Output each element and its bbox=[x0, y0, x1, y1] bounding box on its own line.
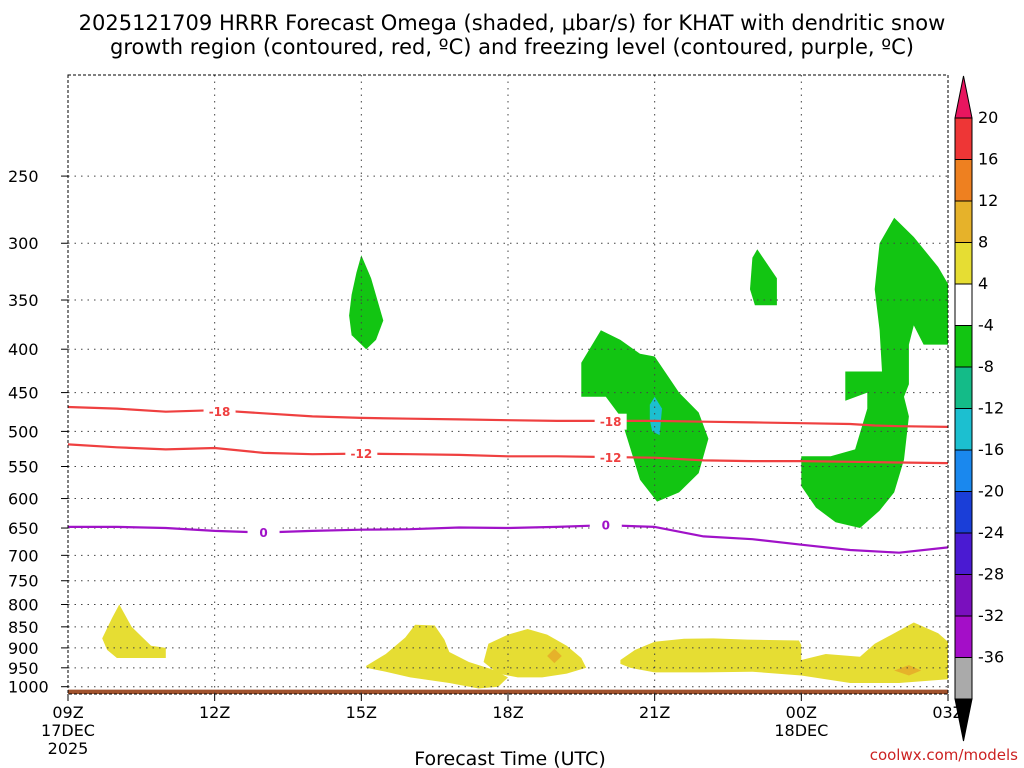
x-tick-label-18: 03Z bbox=[932, 703, 963, 722]
colorbar-label-7: -12 bbox=[978, 399, 1004, 418]
y-tick-label-650: 650 bbox=[8, 519, 39, 538]
colorbar-segment-10 bbox=[954, 491, 973, 534]
colorbar: 20 16 12 8 4 -4 -8 -12 -16 -20 -24 -28 -32 -36 bbox=[954, 75, 1004, 742]
contour-label-bg-0-1 bbox=[594, 413, 627, 430]
colorbar-segment-7 bbox=[954, 366, 973, 409]
watermark: coolwx.com/models bbox=[870, 746, 1018, 764]
colorbar-label-2: 12 bbox=[978, 191, 998, 210]
contour-label-0-1: -18 bbox=[600, 415, 622, 429]
colorbar-label-1: 16 bbox=[978, 150, 998, 169]
terrain-ground bbox=[68, 689, 948, 694]
colorbar-segment-1 bbox=[954, 117, 973, 160]
colorbar-label-8: -16 bbox=[978, 440, 1004, 459]
contour-label-bg-0-0 bbox=[203, 403, 236, 420]
colorbar-segment-11 bbox=[954, 532, 973, 575]
contour-line-1 bbox=[67, 443, 949, 465]
omega-region-8 bbox=[547, 648, 562, 664]
contour-label-1-0: -12 bbox=[350, 447, 372, 461]
contour-label-0-0: -18 bbox=[209, 405, 231, 419]
colorbar-label-0: 20 bbox=[978, 108, 998, 127]
colorbar-segment-4 bbox=[954, 242, 973, 285]
y-tick-label-900: 900 bbox=[8, 639, 39, 658]
x-axis-title: Forecast Time (UTC) bbox=[414, 748, 605, 768]
x-tick-date-15: 18DEC bbox=[774, 721, 828, 740]
colorbar-label-11: -28 bbox=[978, 565, 1004, 584]
y-tick-label-400: 400 bbox=[8, 340, 39, 359]
contour-label-bg-1-1 bbox=[594, 449, 627, 466]
y-tick-label-550: 550 bbox=[8, 458, 39, 477]
colorbar-label-5: -4 bbox=[978, 316, 994, 335]
colorbar-segment-13 bbox=[954, 615, 973, 658]
x-tick-label-9: 18Z bbox=[492, 703, 523, 722]
x-tick-label-15: 00Z bbox=[786, 703, 817, 722]
y-tick-label-800: 800 bbox=[8, 596, 39, 615]
plot-frame bbox=[67, 74, 949, 695]
colorbar-segment-3 bbox=[954, 200, 973, 243]
y-tick-label-450: 450 bbox=[8, 384, 39, 403]
omega-region-2 bbox=[649, 396, 662, 436]
x-tick-label-6: 15Z bbox=[346, 703, 377, 722]
y-tick-label-700: 700 bbox=[8, 546, 39, 565]
colorbar-segment-6 bbox=[954, 325, 973, 368]
grid-lines bbox=[68, 75, 948, 694]
y-tick-label-1000: 1000 bbox=[8, 678, 49, 697]
colorbar-bottom-arrow bbox=[954, 698, 973, 742]
chart-title: 2025121709 HRRR Forecast Omega (shaded, … bbox=[79, 11, 946, 59]
title-line-2: growth region (contoured, red, ºC) and f… bbox=[110, 35, 914, 59]
contour-label-1-1: -12 bbox=[600, 451, 622, 465]
colorbar-label-4: 4 bbox=[978, 274, 988, 293]
omega-shading bbox=[102, 217, 948, 689]
colorbar-label-6: -8 bbox=[978, 357, 994, 376]
colorbar-label-3: 8 bbox=[978, 233, 988, 252]
contour-lines: -18 -18 -12 -12 0 0 bbox=[67, 403, 949, 554]
x-tick-year-0: 2025 bbox=[48, 739, 89, 758]
contour-line-0 bbox=[67, 405, 949, 428]
colorbar-segment-2 bbox=[954, 159, 973, 202]
omega-region-5 bbox=[102, 604, 166, 658]
omega-region-7 bbox=[483, 629, 587, 678]
contour-label-2-0: 0 bbox=[259, 526, 267, 540]
y-axis: 250 300 350 400 450 500 550 600 650 700 750 800 850 9… bbox=[8, 167, 68, 697]
y-tick-label-250: 250 bbox=[8, 167, 39, 186]
contour-label-2-1: 0 bbox=[602, 519, 610, 533]
colorbar-label-9: -20 bbox=[978, 482, 1004, 501]
y-tick-label-950: 950 bbox=[8, 659, 39, 678]
y-tick-label-500: 500 bbox=[8, 422, 39, 441]
colorbar-label-12: -32 bbox=[978, 606, 1004, 625]
y-tick-label-600: 600 bbox=[8, 490, 39, 509]
colorbar-segment-8 bbox=[954, 408, 973, 451]
omega-region-4 bbox=[801, 217, 948, 529]
contour-label-bg-2-1 bbox=[589, 517, 622, 534]
x-tick-label-12: 21Z bbox=[639, 703, 670, 722]
colorbar-segment-12 bbox=[954, 574, 973, 617]
terrain-layer bbox=[68, 689, 948, 694]
colorbar-label-10: -24 bbox=[978, 523, 1004, 542]
y-tick-label-300: 300 bbox=[8, 234, 39, 253]
title-line-1: 2025121709 HRRR Forecast Omega (shaded, … bbox=[79, 11, 946, 35]
omega-region-6 bbox=[366, 624, 508, 689]
x-tick-label-0: 09Z bbox=[52, 703, 83, 722]
omega-region-9 bbox=[620, 622, 948, 683]
contour-label-bg-1-0 bbox=[345, 445, 378, 462]
omega-region-3 bbox=[750, 249, 777, 306]
x-tick-label-3: 12Z bbox=[199, 703, 230, 722]
contour-line-2 bbox=[68, 524, 949, 554]
y-tick-label-850: 850 bbox=[8, 618, 39, 637]
contour-label-bg-2-0 bbox=[247, 524, 280, 541]
omega-region-0 bbox=[349, 255, 384, 350]
y-tick-label-750: 750 bbox=[8, 572, 39, 591]
colorbar-top-arrow bbox=[954, 75, 973, 119]
colorbar-segment-5 bbox=[954, 283, 973, 326]
x-tick-date-0: 17DEC bbox=[41, 721, 95, 740]
colorbar-segment-14 bbox=[954, 657, 973, 700]
colorbar-label-13: -36 bbox=[978, 648, 1004, 667]
colorbar-segment-9 bbox=[954, 449, 973, 492]
y-tick-label-350: 350 bbox=[8, 291, 39, 310]
